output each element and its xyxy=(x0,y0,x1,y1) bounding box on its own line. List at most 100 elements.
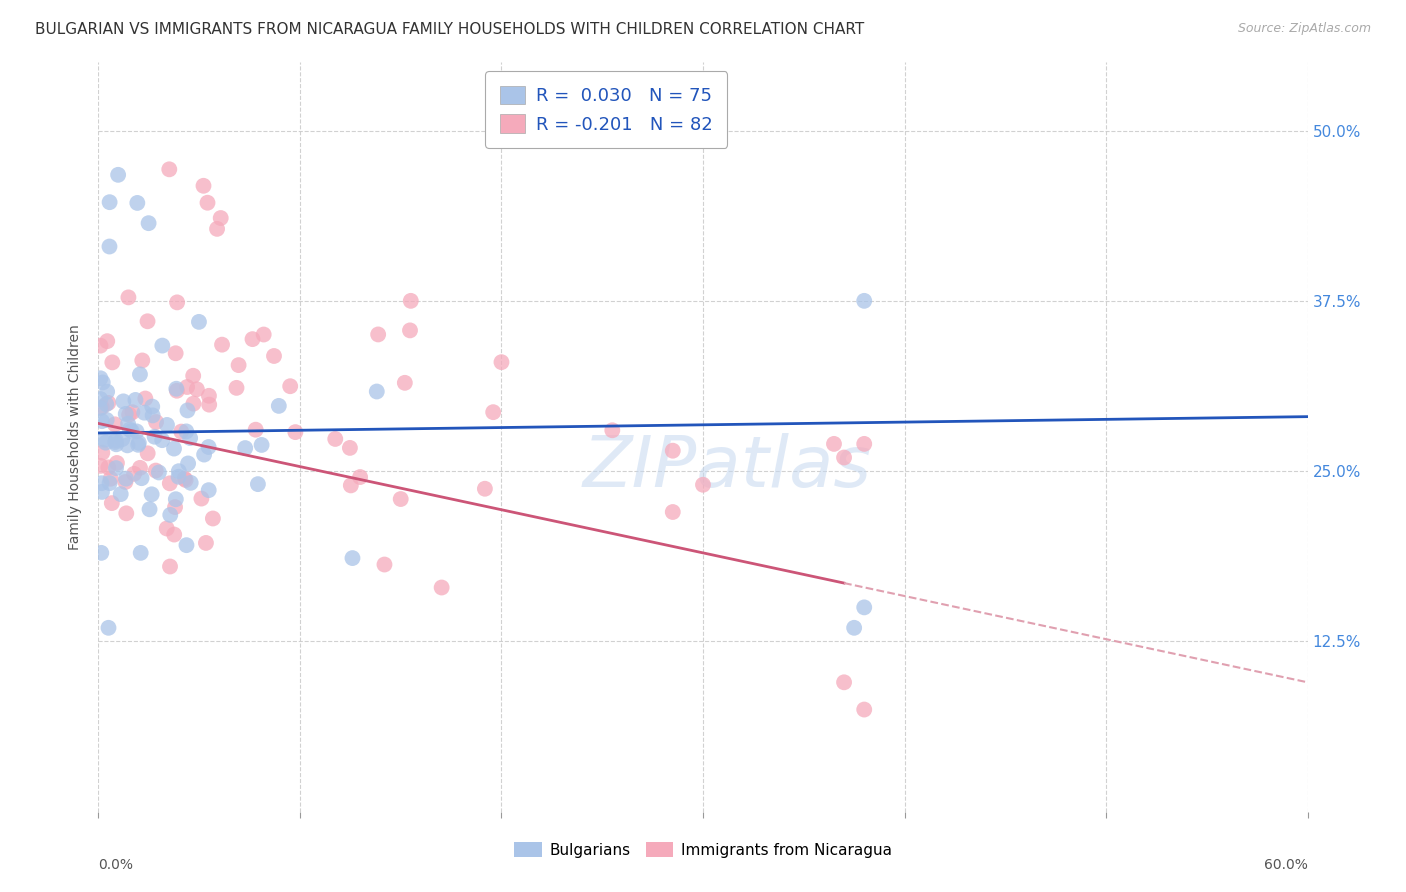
Point xyxy=(121,405,143,419)
Point xyxy=(176,538,198,552)
Point xyxy=(166,295,188,310)
Point xyxy=(117,290,139,304)
Point xyxy=(250,438,273,452)
Point xyxy=(96,397,118,411)
Point xyxy=(491,355,513,369)
Point xyxy=(90,546,112,560)
Point xyxy=(167,464,190,478)
Point xyxy=(165,382,187,396)
Point xyxy=(832,675,855,690)
Point xyxy=(98,195,121,210)
Point xyxy=(150,338,173,352)
Point xyxy=(127,195,149,210)
Point xyxy=(366,384,388,399)
Point xyxy=(114,407,136,421)
Point xyxy=(89,401,111,416)
Point xyxy=(399,323,422,337)
Point xyxy=(692,477,714,491)
Point xyxy=(197,195,219,210)
Point xyxy=(159,508,181,522)
Point xyxy=(104,435,127,450)
Point xyxy=(129,546,152,560)
Point xyxy=(174,473,197,487)
Point xyxy=(253,327,276,342)
Point xyxy=(89,458,111,473)
Point xyxy=(198,398,221,412)
Point xyxy=(193,178,215,193)
Point xyxy=(156,417,179,432)
Point xyxy=(101,496,124,510)
Point xyxy=(163,442,186,456)
Point xyxy=(136,314,159,328)
Point xyxy=(339,441,361,455)
Point xyxy=(110,487,132,501)
Point xyxy=(150,433,173,447)
Point xyxy=(112,394,135,409)
Point xyxy=(156,521,179,535)
Point xyxy=(167,469,190,483)
Point xyxy=(373,558,395,572)
Point xyxy=(104,434,127,448)
Point xyxy=(179,431,201,445)
Point xyxy=(180,475,202,490)
Point xyxy=(129,461,152,475)
Point xyxy=(159,559,181,574)
Point xyxy=(181,368,204,383)
Point xyxy=(853,600,876,615)
Point xyxy=(225,381,247,395)
Point xyxy=(323,432,346,446)
Point xyxy=(367,327,389,342)
Point xyxy=(111,432,134,446)
Point xyxy=(97,396,120,410)
Point xyxy=(482,405,505,419)
Point xyxy=(844,621,866,635)
Point xyxy=(176,403,198,417)
Y-axis label: Family Households with Children: Family Households with Children xyxy=(69,324,83,550)
Point xyxy=(278,379,301,393)
Point xyxy=(89,392,111,406)
Point xyxy=(165,492,187,507)
Point xyxy=(389,491,412,506)
Point xyxy=(97,621,120,635)
Point xyxy=(105,437,128,451)
Point xyxy=(190,491,212,506)
Text: ZIPatlas: ZIPatlas xyxy=(582,433,872,501)
Point xyxy=(143,430,166,444)
Point xyxy=(141,487,163,501)
Point xyxy=(131,353,153,368)
Point xyxy=(134,406,156,420)
Point xyxy=(145,464,167,478)
Point xyxy=(117,438,139,452)
Point xyxy=(91,414,114,428)
Point xyxy=(145,415,167,429)
Point xyxy=(245,423,267,437)
Point xyxy=(267,399,290,413)
Point xyxy=(165,346,187,360)
Point xyxy=(89,338,111,352)
Point xyxy=(96,334,118,348)
Point xyxy=(170,425,193,439)
Point xyxy=(101,355,124,369)
Text: 60.0%: 60.0% xyxy=(1264,858,1308,872)
Point xyxy=(177,457,200,471)
Point xyxy=(118,408,141,422)
Point xyxy=(211,337,233,351)
Point xyxy=(853,702,876,716)
Point xyxy=(823,437,845,451)
Point xyxy=(201,511,224,525)
Point xyxy=(136,446,159,460)
Point xyxy=(394,376,416,390)
Point xyxy=(90,401,112,415)
Point xyxy=(105,456,128,470)
Point xyxy=(91,484,114,499)
Point xyxy=(198,389,221,403)
Point xyxy=(832,450,855,465)
Point xyxy=(166,384,188,398)
Point xyxy=(91,376,114,390)
Point xyxy=(121,424,143,438)
Point xyxy=(100,472,122,486)
Point xyxy=(174,425,197,439)
Point xyxy=(131,471,153,485)
Point xyxy=(173,472,195,486)
Point xyxy=(117,417,139,431)
